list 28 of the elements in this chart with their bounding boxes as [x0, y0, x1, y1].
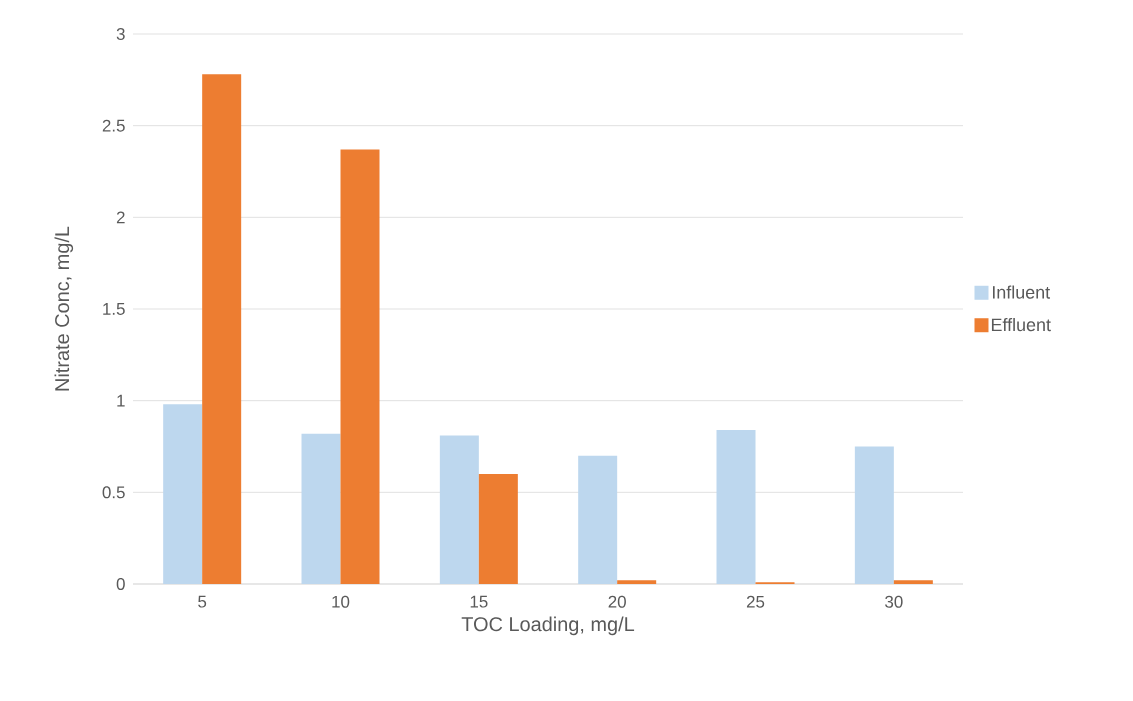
x-tick-label: 10 [332, 595, 350, 608]
bar [578, 455, 618, 584]
y-tick-label: 0.5 [102, 486, 125, 499]
legend-label: Effluent [991, 317, 1051, 332]
bar [301, 433, 341, 584]
y-tick-label: 2.5 [102, 119, 125, 132]
y-tick-label: 2 [116, 211, 125, 224]
bar [163, 404, 203, 584]
legend-label: Influent [992, 285, 1051, 299]
x-tick-label: 30 [885, 595, 903, 608]
x-tick-label: 5 [198, 595, 207, 608]
bar [893, 580, 933, 584]
bar [617, 580, 657, 584]
y-tick-label: 0 [116, 578, 125, 590]
y-axis-title: Nitrate Conc, mg/L [54, 226, 74, 391]
bar [478, 474, 518, 584]
x-tick-label: 25 [746, 595, 765, 608]
bar [716, 430, 756, 584]
x-tick-label: 20 [608, 595, 626, 608]
bar [854, 446, 894, 584]
y-tick-label: 1 [117, 394, 125, 407]
x-axis-title: TOC Loading, mg/L [461, 616, 635, 636]
y-tick-label: 1.5 [103, 303, 125, 315]
bar [202, 74, 242, 584]
y-tick-label: 3 [116, 28, 125, 40]
x-tick-label: 15 [470, 595, 488, 608]
bar [340, 149, 380, 584]
bar [439, 435, 479, 584]
